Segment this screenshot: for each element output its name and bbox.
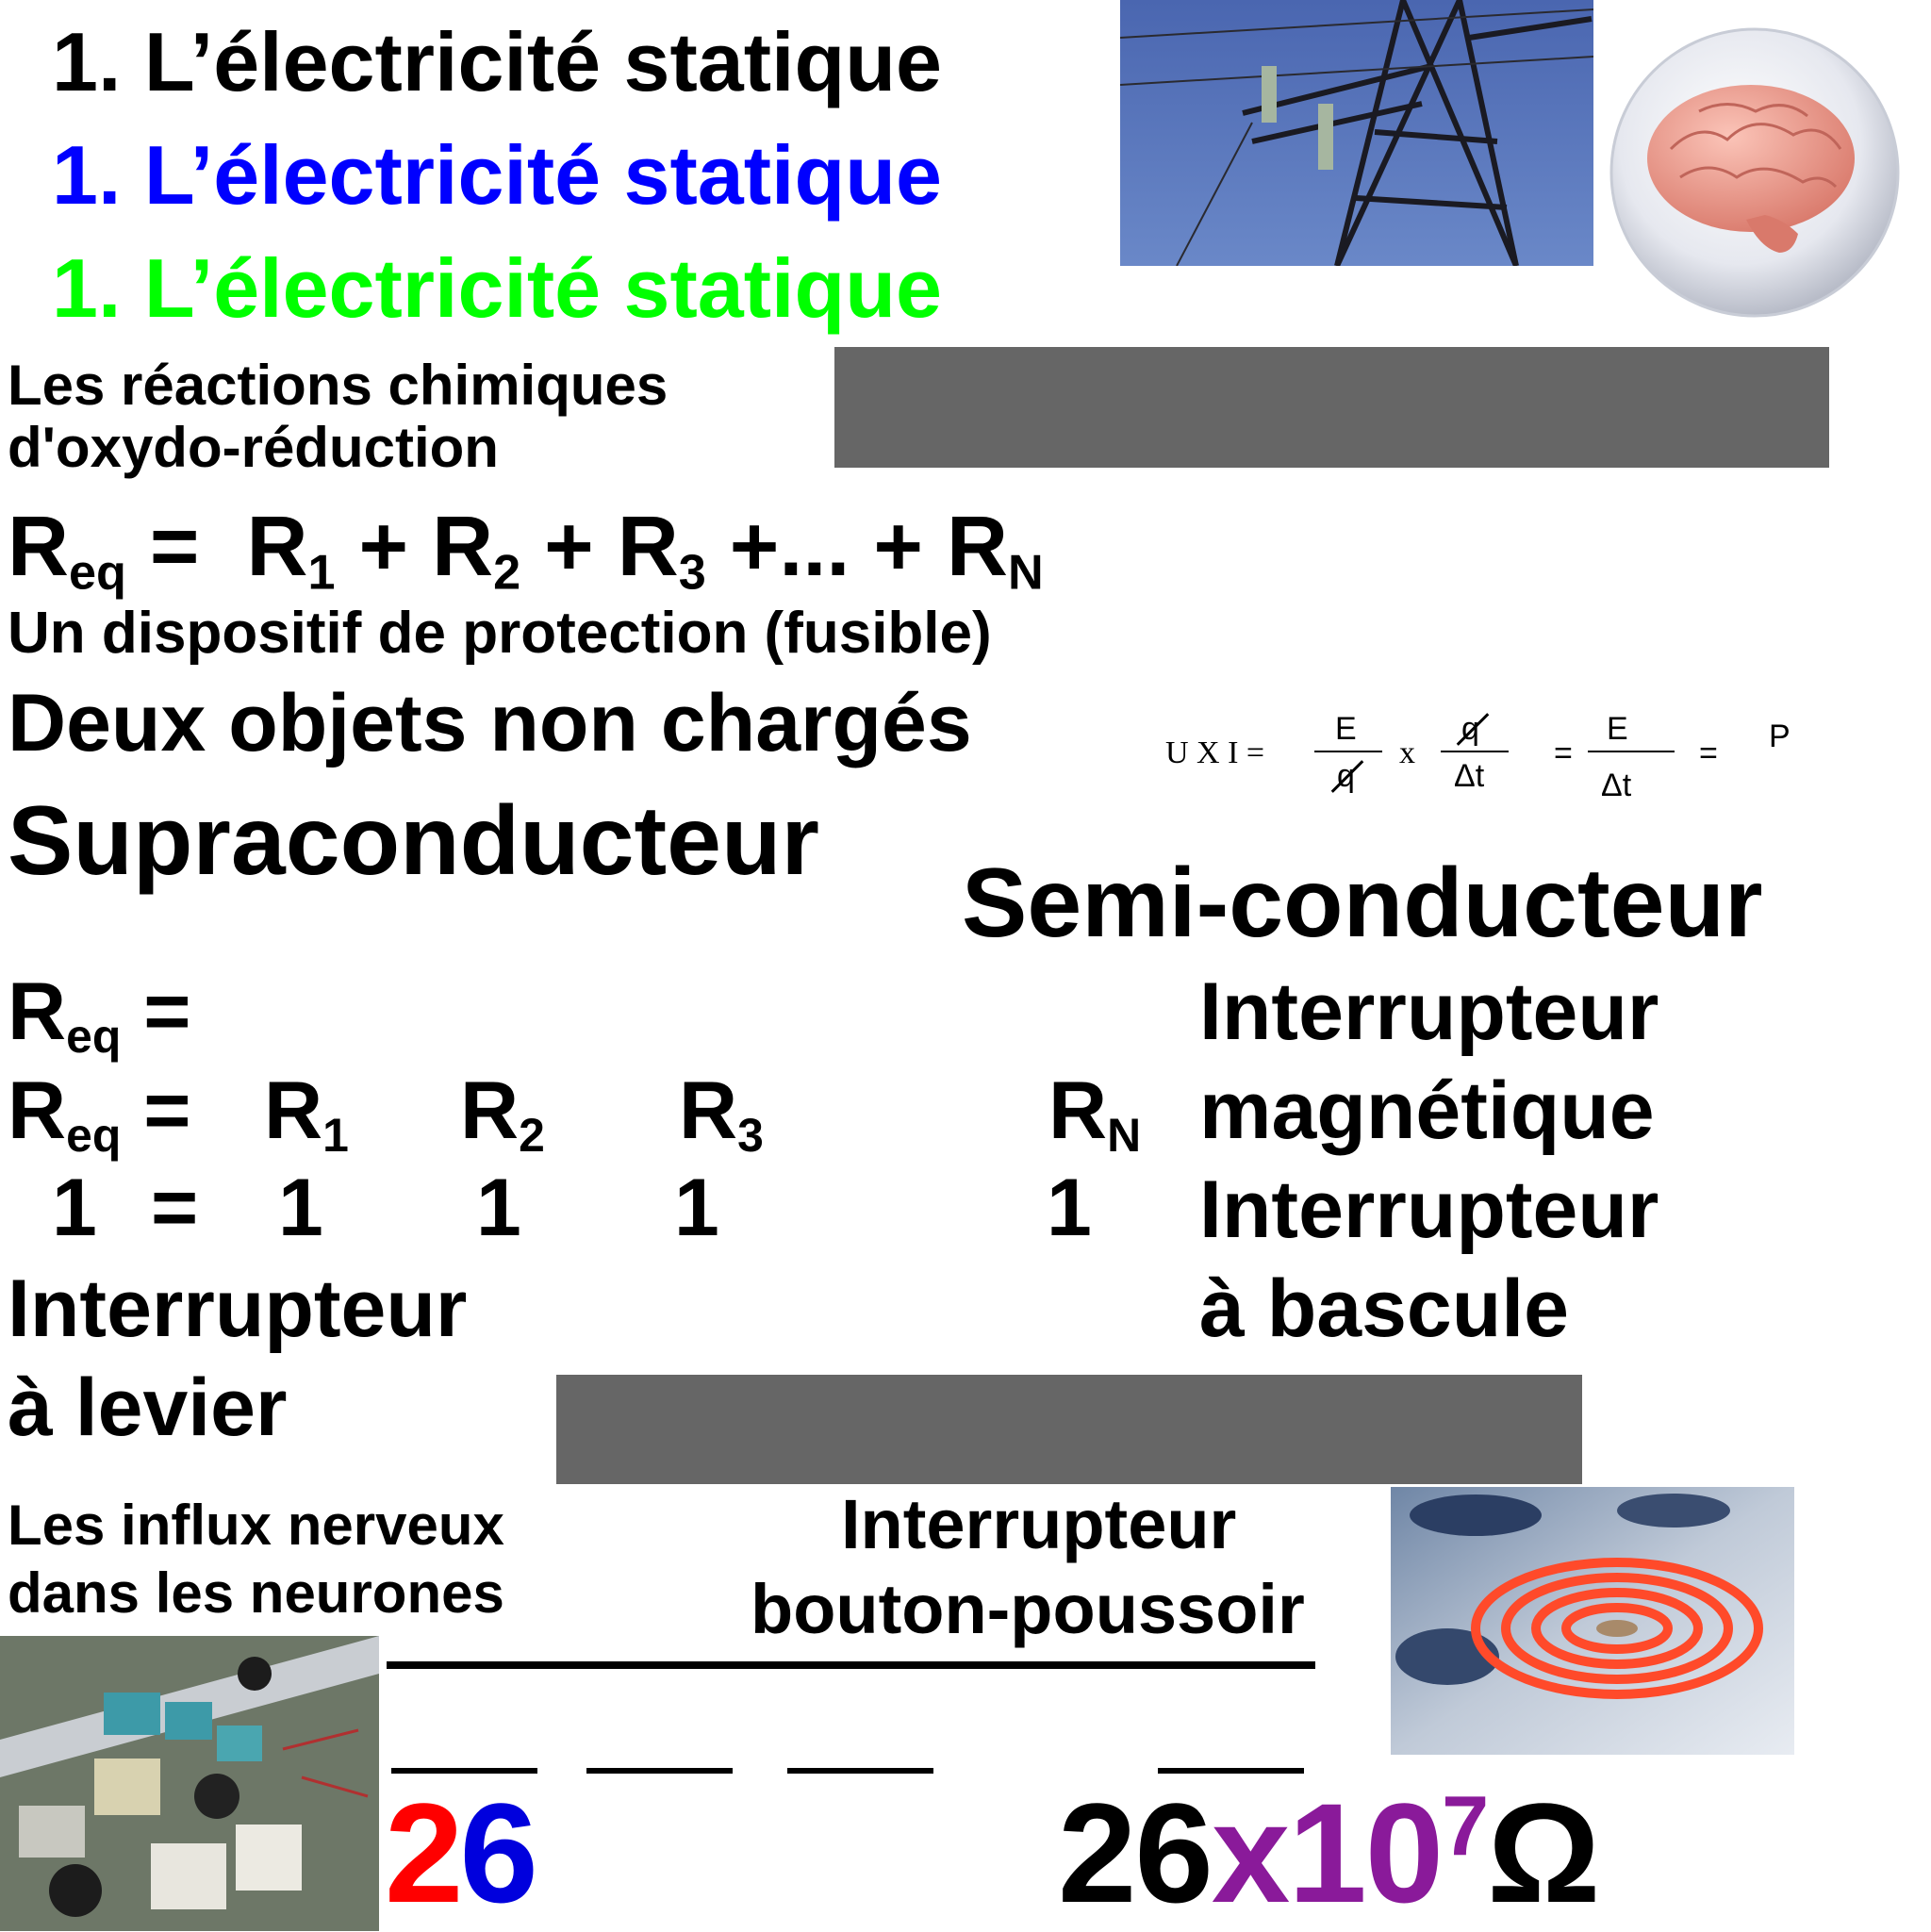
parallel-req-label: Req =: [8, 966, 191, 1063]
gray-box-top: [834, 347, 1829, 468]
parallel-one-n: 1: [1047, 1163, 1092, 1253]
parallel-one-2: 1: [476, 1163, 521, 1253]
switch-toggle-line2: à bascule: [1199, 1263, 1569, 1354]
title-green: 1. L’électricité statique: [52, 241, 942, 335]
parallel-r3: R3: [679, 1065, 764, 1162]
parallel-r1: R1: [264, 1065, 349, 1162]
switch-toggle-line1: Interrupteur: [1199, 1164, 1659, 1255]
nerve-impulse-text: Les influx nerveux dans les neurones: [8, 1494, 504, 1625]
formula-e-num-2: E: [1607, 711, 1628, 747]
formula-dt-2: Δt: [1601, 768, 1632, 803]
parallel-equals: =: [151, 1163, 199, 1253]
semiconductor-text: Semi-conducteur: [962, 849, 1763, 958]
resistance-value: 26x107Ω: [1058, 1774, 1600, 1932]
formula-p: P: [1769, 718, 1791, 754]
series-resistance-formula: Req = R1 + R2 + R3 +... + RN: [8, 500, 1044, 601]
formula-e-num: E: [1335, 711, 1357, 747]
gray-box-bottom: [556, 1375, 1582, 1484]
blank-line-1: [391, 1768, 537, 1774]
power-formula: U X I = E q x q Δt = E Δt = P: [1165, 713, 1807, 826]
formula-lhs: U X I =: [1165, 735, 1265, 770]
blank-line-2: [586, 1768, 733, 1774]
blank-line-4: [1158, 1768, 1304, 1774]
title-black: 1. L’électricité statique: [52, 15, 942, 108]
switch-push-line1: Interrupteur: [841, 1485, 1237, 1563]
switch-push-line2: bouton-poussoir: [751, 1570, 1305, 1648]
parallel-one-lhs: 1: [52, 1163, 97, 1253]
brain-sphere-image: [1605, 17, 1905, 328]
title-blue: 1. L’électricité statique: [52, 128, 942, 222]
parallel-one-3: 1: [674, 1163, 719, 1253]
formula-dt-1: Δt: [1454, 758, 1485, 794]
reactions-text: Les réactions chimiques d'oxydo-réductio…: [8, 354, 668, 479]
switch-magnetic-line2: magnétique: [1199, 1065, 1655, 1156]
electric-stove-image: [1391, 1487, 1794, 1755]
power-tower-image: [1120, 0, 1593, 266]
superconductor-text: Supraconducteur: [8, 786, 819, 896]
uncharged-objects-text: Deux objets non chargés: [8, 678, 972, 768]
parallel-rn: RN: [1048, 1065, 1142, 1162]
blank-line-3: [787, 1768, 933, 1774]
parallel-one-1: 1: [278, 1163, 323, 1253]
switch-lever-line2: à levier: [8, 1362, 288, 1453]
parallel-r2: R2: [460, 1065, 545, 1162]
formula-eq-2: =: [1699, 735, 1718, 771]
switch-magnetic-line1: Interrupteur: [1199, 966, 1659, 1057]
fuse-text: Un dispositif de protection (fusible): [8, 601, 992, 666]
circuit-board-image: [0, 1636, 379, 1931]
formula-times: x: [1399, 735, 1415, 770]
switch-lever-line1: Interrupteur: [8, 1263, 468, 1354]
number-26-colored: 26: [385, 1774, 538, 1932]
formula-eq-1: =: [1554, 735, 1573, 771]
fraction-line: [387, 1661, 1315, 1669]
parallel-req-label-2: Req =: [8, 1065, 191, 1162]
